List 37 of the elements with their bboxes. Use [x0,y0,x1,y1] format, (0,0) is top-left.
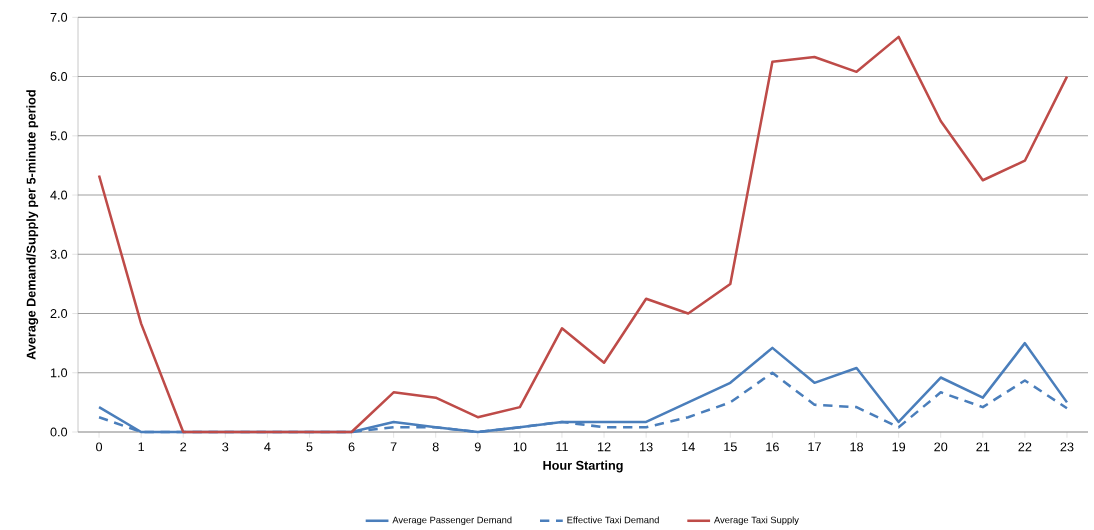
x-tick-label: 19 [892,442,906,452]
x-tick-label: 20 [934,442,948,452]
legend-label: Effective Taxi Demand [567,516,659,523]
x-tick-label: 14 [682,442,695,451]
x-tick-label: 11 [556,442,568,451]
x-tick-label: 12 [597,442,611,452]
y-tick-label: 5.0 [50,131,68,141]
y-tick-label: 3.0 [50,249,68,259]
y-tick-label: 7.0 [50,12,68,22]
legend-label: Average Taxi Supply [714,516,799,525]
x-tick-label: 5 [306,442,313,452]
x-tick-label: 17 [808,442,821,451]
x-tick-label: 10 [513,442,527,452]
x-tick-label: 16 [766,442,779,452]
y-tick-label: 0.0 [50,427,68,437]
x-tick-label: 1 [138,442,145,451]
x-tick-label: 23 [1060,442,1074,452]
x-tick-label: 8 [432,442,439,452]
x-tick-label: 4 [264,442,271,451]
x-tick-label: 15 [724,442,737,452]
x-tick-label: 0 [96,442,103,452]
x-tick-label: 22 [1018,442,1032,452]
x-axis-title: Hour Starting [543,460,623,473]
x-tick-label: 13 [640,442,653,452]
x-tick-label: 7 [390,442,397,451]
x-tick-label: 21 [976,442,990,452]
x-tick-label: 2 [180,442,187,452]
x-tick-label: 3 [222,442,229,452]
x-tick-label: 9 [474,442,481,452]
y-tick-label: 4.0 [50,190,68,200]
legend-label: Average Passenger Demand [392,516,512,525]
x-tick-label: 18 [850,442,864,452]
y-tick-label: 6.0 [50,71,68,81]
y-tick-label: 2.0 [50,308,68,318]
y-tick-label: 1.0 [50,368,68,378]
x-tick-label: 6 [348,442,355,452]
y-axis-title: Average Demand/Supply per 5-minute period [26,90,39,360]
